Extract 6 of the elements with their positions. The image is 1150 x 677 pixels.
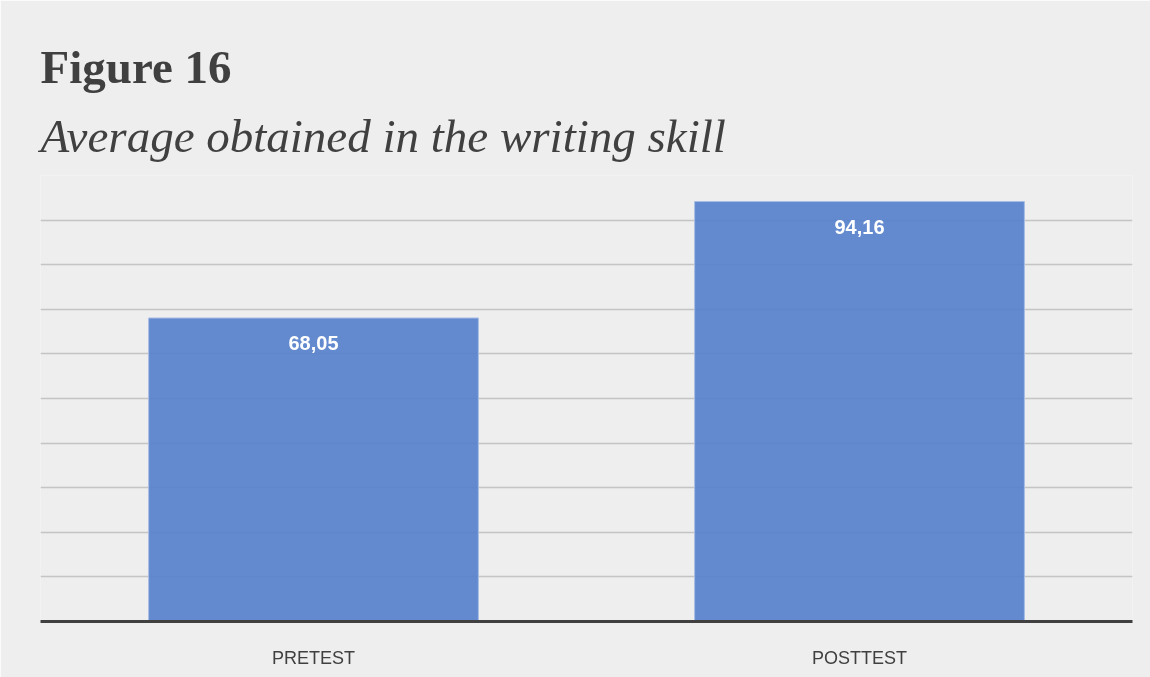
x-tick-label: POSTTEST (812, 647, 908, 668)
chart-subtitle: Average obtained in the writing skill (37, 109, 726, 162)
x-tick-label: PRETEST (271, 647, 356, 668)
chart-title: Figure 16 (40, 40, 232, 93)
data-label: 68,05 (288, 332, 339, 354)
data-label: 94,16 (834, 215, 885, 238)
